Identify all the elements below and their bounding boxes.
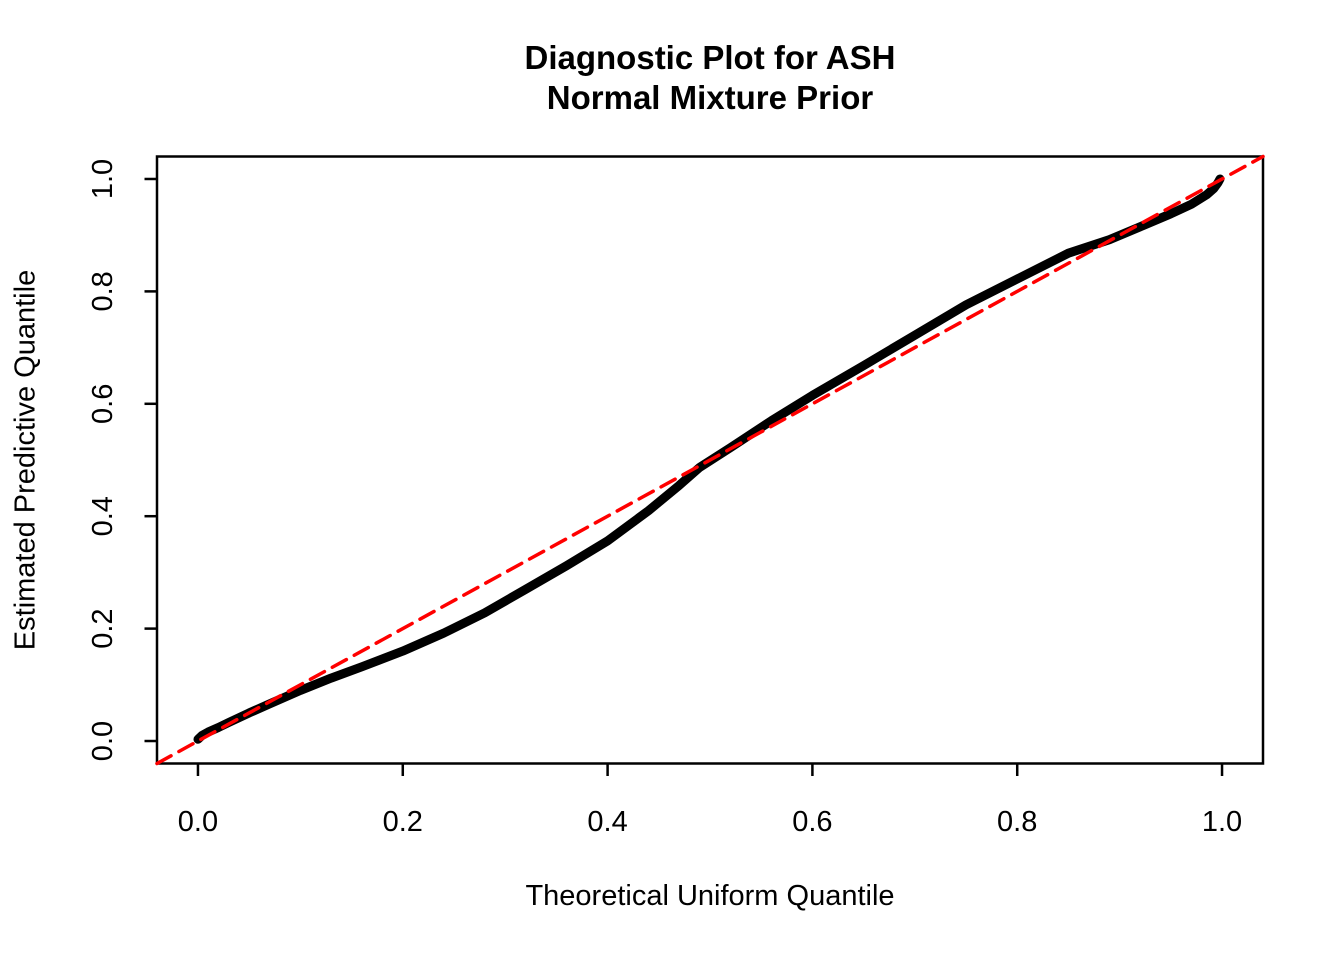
x-axis-tick-label: 0.6 xyxy=(792,806,832,838)
x-axis-tick-label: 0.4 xyxy=(587,806,627,838)
x-axis-tick-label: 0.0 xyxy=(178,806,218,838)
x-axis-tick-label: 0.2 xyxy=(383,806,423,838)
x-axis-tick-label: 1.0 xyxy=(1202,806,1242,838)
y-axis-tick-label: 0.4 xyxy=(87,496,119,536)
chart-title: Diagnostic Plot for ASH Normal Mixture P… xyxy=(157,38,1263,118)
y-axis-tick-label: 0.2 xyxy=(87,608,119,648)
plot-box xyxy=(155,155,1265,765)
y-axis-tick-label: 0.8 xyxy=(87,271,119,311)
x-axis-tick-label: 0.8 xyxy=(997,806,1037,838)
diagonal-reference-line xyxy=(155,154,1265,766)
chart-title-line-2: Normal Mixture Prior xyxy=(546,79,874,116)
y-axis-tick-label: 0.6 xyxy=(87,384,119,424)
estimated-predictive-quantiles xyxy=(193,174,1225,744)
chart-title-line-1: Diagnostic Plot for ASH xyxy=(524,39,896,76)
y-axis-tick-label: 0.0 xyxy=(87,721,119,761)
x-axis-title: Theoretical Uniform Quantile xyxy=(525,880,895,912)
y-axis-tick-label: 1.0 xyxy=(87,159,119,199)
y-axis-title: Estimated Predictive Quantile xyxy=(9,269,42,651)
